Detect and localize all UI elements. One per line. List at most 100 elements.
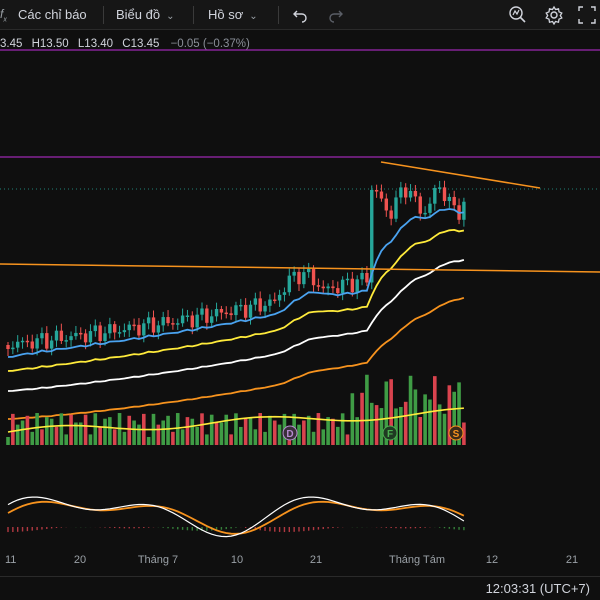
candle-body [239,304,243,307]
candle-body [49,340,54,349]
volume-bar [59,413,64,445]
profile-button[interactable]: Hồ sơ ⌄ [208,0,258,30]
chart-type-label: Biểu đồ [116,7,161,22]
candle-body [83,333,88,343]
candle-body [146,317,151,324]
oscillator-line [7,496,465,538]
volume-bar [437,404,442,445]
indicators-button[interactable]: Các chỉ báo [18,7,87,22]
price-change: −0.05 (−0.37%) [170,38,250,50]
candle-body [437,187,442,189]
candle-body [287,275,291,293]
candle-body [210,316,214,323]
volume-bar [45,417,49,445]
gear-icon[interactable] [544,5,564,25]
volume-bar [316,413,321,445]
undo-icon[interactable] [292,7,308,23]
candle-body [292,271,296,276]
volume-bar [30,431,35,445]
horizontal-levels [0,49,600,190]
candle-body [214,309,219,317]
candle-body [243,304,248,318]
candle-body [20,340,25,343]
high-label: H [31,38,40,50]
volume-bar [384,381,389,445]
time-axis-tick-label: 21 [310,554,322,566]
volume-bar [69,414,73,445]
volume-bar [457,382,461,445]
redo-icon[interactable] [328,7,344,23]
candle-body [273,299,277,302]
time-axis: 11 20 Tháng 7 10 21 Tháng Tám 12 21 [5,554,578,566]
event-marker [448,425,464,441]
clock[interactable]: 12:03:31 (UTC+7) [485,581,590,596]
candle-body [64,340,68,342]
volume-bar [263,431,267,445]
volume-bar [418,417,423,445]
candle-body [93,325,97,332]
fullscreen-icon[interactable] [578,5,596,25]
time-axis-tick-label: Tháng 7 [138,554,178,566]
candle-body [200,308,204,315]
volume-bar [369,402,374,445]
candle-body [331,286,335,289]
chevron-down-icon: ⌄ [249,11,258,22]
volume-bar [171,431,175,445]
volume-bar [442,413,447,445]
candle-body [219,309,224,313]
candle-body [311,268,316,286]
volume-bar [108,417,112,445]
volume-bar [379,408,384,445]
volume-bar [25,415,30,445]
volume-bar [311,431,316,445]
volume-bar [64,434,68,445]
candle-body [277,294,282,301]
candle-body [345,278,350,281]
low-value: 13.40 [84,38,114,50]
candle-body [185,315,190,318]
volume-bar [239,426,243,445]
candle-body [399,187,403,198]
candle-body [30,341,34,349]
candle-body [161,317,165,326]
candle-body [379,191,384,199]
candle-body [151,317,156,333]
moving-averages [7,208,465,420]
candle-body [423,212,427,215]
candle-body [117,332,122,334]
candle-body [365,272,369,283]
volume-bar [302,420,306,445]
candle-body [258,298,262,312]
toolbar-divider [193,6,194,24]
volume-bar [40,429,44,445]
candle-body [166,317,170,324]
volume-bar [360,392,364,445]
volume-bar [15,424,20,445]
candle-body [176,323,180,325]
volume-bar [224,414,229,445]
volume-bar [389,379,393,445]
volume-bar [234,413,238,445]
alert-icon[interactable] [508,5,528,25]
candle-body [447,196,452,202]
volume-bar [287,436,292,445]
volume-bar [253,429,258,445]
candle-body [316,285,321,287]
volume-bar [54,426,59,445]
volume-bar [374,405,379,445]
candle-body [321,286,325,289]
candle-body [205,308,209,323]
volume-bar [355,417,359,445]
candle-body [40,333,44,339]
chart-type-button[interactable]: Biểu đồ ⌄ [116,0,174,30]
volume-bar [219,422,224,445]
candle-body [307,268,311,273]
fx-icon[interactable]: fx [0,7,7,24]
event-marker-label: F [387,429,393,440]
candle-body [195,314,199,328]
candle-body [25,340,30,343]
volume-bar [340,413,345,445]
